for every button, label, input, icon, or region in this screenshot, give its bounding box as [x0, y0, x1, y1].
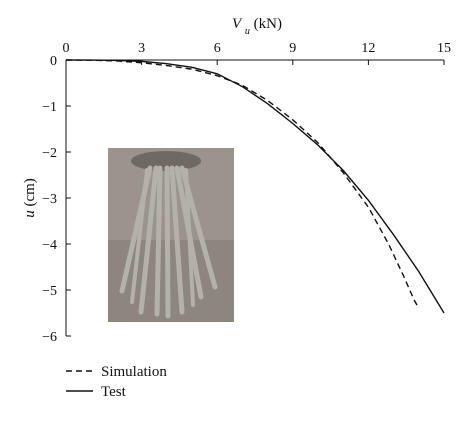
legend-label-test: Test [101, 384, 127, 400]
photo-leg [169, 165, 185, 315]
x-axis-title-var: V [232, 16, 243, 32]
x-tick-label: 3 [138, 41, 145, 56]
y-tick-label: −4 [42, 238, 57, 253]
y-tick-label: −6 [42, 330, 57, 345]
photo-leg [130, 168, 149, 304]
photo-leg [154, 165, 163, 317]
x-tick-label: 9 [289, 41, 296, 56]
x-axis-tick-labels: 0 3 6 9 12 15 [63, 41, 452, 56]
legend-label-simulation: Simulation [101, 364, 167, 380]
y-tick-label: −5 [42, 284, 57, 299]
series-lines [65, 59, 445, 314]
y-axis-title-unit: (cm) [22, 178, 38, 206]
x-tick-label: 6 [214, 41, 221, 56]
x-tick-label: 12 [361, 41, 375, 56]
x-tick-label: 0 [63, 41, 70, 56]
photo-leg [164, 165, 171, 319]
photo-inset [108, 148, 234, 322]
x-axis-title: V u (kN) [232, 16, 282, 37]
y-axis-title-var: u [22, 210, 38, 218]
x-axis-title-sub: u [245, 26, 250, 37]
y-tick-label: 0 [50, 54, 57, 69]
y-axis-tick-labels: 0 −1 −2 −3 −4 −5 −6 [42, 54, 57, 345]
x-axis-title-unit: (kN) [254, 16, 282, 32]
photo-leg [138, 165, 159, 315]
series-line-test [65, 59, 445, 314]
series-line-simulation [65, 59, 420, 309]
y-tick-label: −2 [42, 146, 57, 161]
y-tick-label: −1 [42, 100, 57, 115]
legend: Simulation Test [66, 364, 167, 400]
y-axis-title: u (cm) [22, 178, 38, 218]
y-tick-label: −3 [42, 192, 57, 207]
photo-leg [184, 168, 195, 307]
y-axis-ticks [66, 59, 71, 337]
x-tick-label: 15 [437, 41, 451, 56]
